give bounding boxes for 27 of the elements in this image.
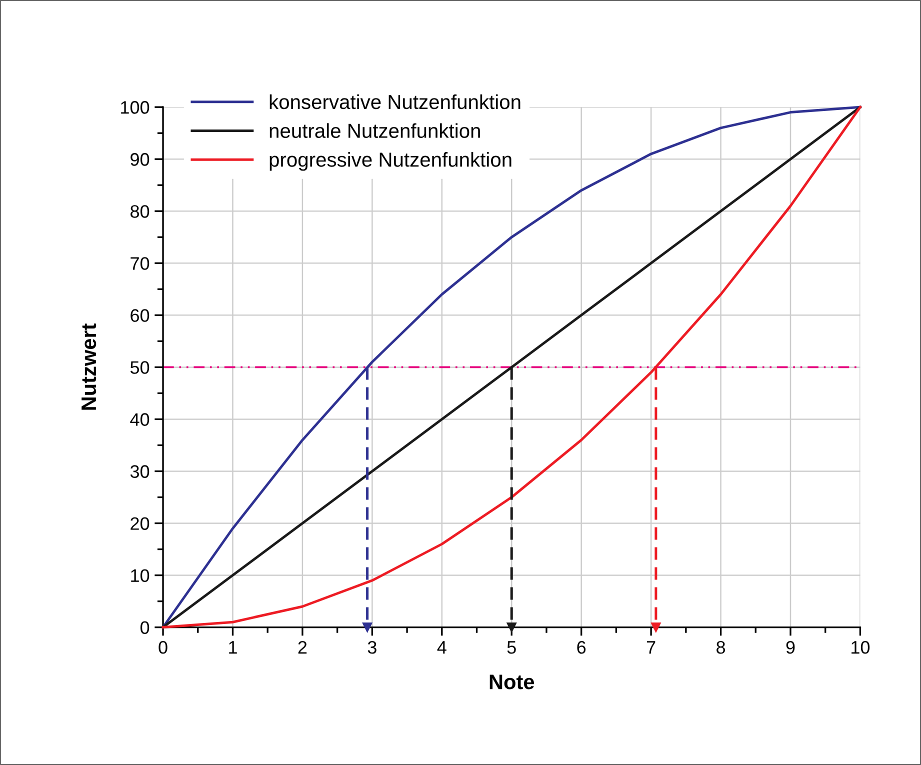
x-axis-title: Note — [490, 674, 534, 690]
x-tick-label: 9 — [786, 640, 795, 654]
legend-label: progressive Nutzenfunktion — [270, 152, 512, 171]
y-tick-label: 60 — [130, 309, 150, 322]
x-tick-label: 7 — [646, 641, 656, 654]
x-tick-label: 8 — [716, 640, 726, 654]
y-tick-label: 80 — [130, 205, 150, 218]
y-tick-label: 50 — [130, 361, 150, 374]
y-tick-label: 20 — [130, 517, 150, 530]
x-tick-label: 3 — [368, 640, 376, 654]
legend-label: neutrale Nutzenfunktion — [270, 123, 480, 138]
legend-label: konservative Nutzenfunktion — [270, 94, 520, 110]
y-tick-label: 100 — [121, 101, 150, 114]
x-tick-label: 10 — [852, 640, 870, 654]
y-tick-label: 40 — [130, 413, 150, 426]
y-tick-label: 10 — [131, 569, 150, 582]
y-tick-label: 90 — [130, 153, 150, 166]
y-axis-title: Nutzwert — [82, 323, 96, 410]
x-tick-label: 5 — [507, 641, 516, 654]
x-tick-label: 0 — [158, 640, 168, 654]
x-tick-label: 4 — [437, 641, 446, 654]
x-tick-label: 1 — [229, 641, 237, 654]
y-tick-label: 30 — [130, 465, 150, 478]
x-tick-label: 2 — [298, 640, 307, 654]
x-tick-label: 6 — [577, 640, 586, 654]
y-tick-label: 70 — [130, 257, 150, 270]
y-tick-label: 0 — [140, 621, 150, 634]
